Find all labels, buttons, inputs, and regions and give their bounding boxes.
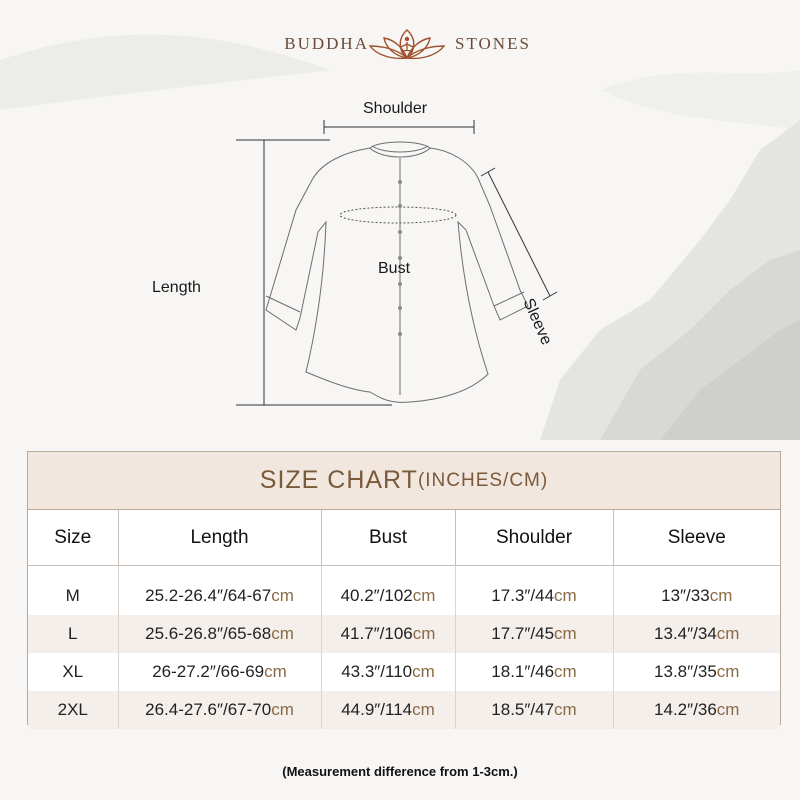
length-cell: 25.6-26.8″/65-68cm [118,615,322,653]
bust-value: 41.7″/106 [340,624,413,643]
bust-cell: 40.2″/102cm [321,577,456,615]
bust-cell: 44.9″/114cm [321,691,456,729]
length-unit: cm [271,586,294,605]
sleeve-value: 14.2″/36 [654,700,717,719]
shirt-illustration [236,120,558,406]
table-row: 2XL 26.4-27.6″/67-70cm 44.9″/114cm 18.5″/47… [28,691,780,729]
sleeve-value: 13.4″/34 [654,624,717,643]
brand-logo: BUDDHA STONES [0,28,800,62]
sleeve-cell: 13.4″/34cm [613,615,780,653]
shoulder-value: 18.5″/47 [491,700,555,719]
brand-name-right: STONES [455,34,531,53]
sleeve-cell: 14.2″/36cm [613,691,780,729]
sleeve-unit: cm [716,624,740,643]
header-length: Length [118,510,322,566]
table-header-row: Size Length Bust Shoulder Sleeve [28,510,780,566]
sleeve-cell: 13″/33cm [613,577,780,615]
header-sleeve: Sleeve [613,510,780,566]
sleeve-value: 13″/33 [661,586,710,605]
length-value: 26.4-27.6″/67-70 [145,700,272,719]
size-cell: L [28,615,119,653]
shoulder-cell: 17.7″/45cm [455,615,614,653]
sleeve-unit: cm [709,586,733,605]
size-cell: M [28,577,119,615]
sleeve-value: 13.8″/35 [654,662,717,681]
table-row: XL 26-27.2″/66-69cm 43.3″/110cm 18.1″/46cm 1… [28,653,780,691]
sleeve-unit: cm [716,662,740,681]
shoulder-value: 17.3″/44 [491,586,555,605]
length-cell: 26.4-27.6″/67-70cm [118,691,322,729]
length-value: 26-27.2″/66-69 [152,662,265,681]
header-bust: Bust [321,510,456,566]
shoulder-cell: 18.1″/46cm [455,653,614,691]
length-cell: 25.2-26.4″/64-67cm [118,577,322,615]
bust-label: Bust [378,260,411,277]
size-chart-title-main: SIZE CHART [259,466,418,494]
mountain-background [0,34,800,440]
size-chart-title-unit: (INCHES/CM) [417,469,549,491]
header-size: Size [28,510,119,566]
bust-value: 44.9″/114 [341,700,413,719]
measurement-note: (Measurement difference from 1-3cm.) [282,764,518,779]
table-row: L 25.6-26.8″/65-68cm 41.7″/106cm 17.7″/45cm… [28,615,780,653]
shoulder-cell: 18.5″/47cm [455,691,614,729]
shoulder-unit: cm [554,700,577,719]
shoulder-value: 17.7″/45 [491,624,555,643]
size-table: Size Length Bust Shoulder Sleeve M 25.2-2… [28,510,780,729]
bust-cell: 43.3″/110cm [321,653,456,691]
bust-unit: cm [412,624,436,643]
length-cell: 26-27.2″/66-69cm [118,653,322,691]
bust-value: 40.2″/102 [340,586,413,605]
length-value: 25.6-26.8″/65-68 [145,624,272,643]
shoulder-unit: cm [554,586,577,605]
length-label: Length [152,279,201,296]
header-shoulder: Shoulder [455,510,614,566]
brand-name-left: BUDDHA [284,34,369,53]
length-unit: cm [264,662,287,681]
size-chart: SIZE CHART (INCHES/CM) Size Length Bust … [27,451,781,729]
size-cell: 2XL [28,691,119,729]
table-row: M 25.2-26.4″/64-67cm 40.2″/102cm 17.3″/44cm… [28,577,780,615]
length-value: 25.2-26.4″/64-67 [145,586,272,605]
length-unit: cm [271,624,294,643]
sleeve-cell: 13.8″/35cm [613,653,780,691]
shoulder-label: Shoulder [363,100,428,117]
lotus-meditation-icon [368,29,446,60]
garment-diagram: Shoulder Bust Length Sleeve [0,90,800,420]
size-chart-title: SIZE CHART (INCHES/CM) [28,452,780,510]
shoulder-unit: cm [554,624,577,643]
bust-unit: cm [412,700,435,719]
shoulder-cell: 17.3″/44cm [455,577,614,615]
bust-unit: cm [412,586,436,605]
bust-cell: 41.7″/106cm [321,615,456,653]
bust-value: 43.3″/110 [341,662,413,681]
length-unit: cm [271,700,294,719]
shoulder-value: 18.1″/46 [491,662,555,681]
bust-unit: cm [412,662,435,681]
size-cell: XL [28,653,119,691]
sleeve-unit: cm [716,700,740,719]
shoulder-unit: cm [554,662,577,681]
